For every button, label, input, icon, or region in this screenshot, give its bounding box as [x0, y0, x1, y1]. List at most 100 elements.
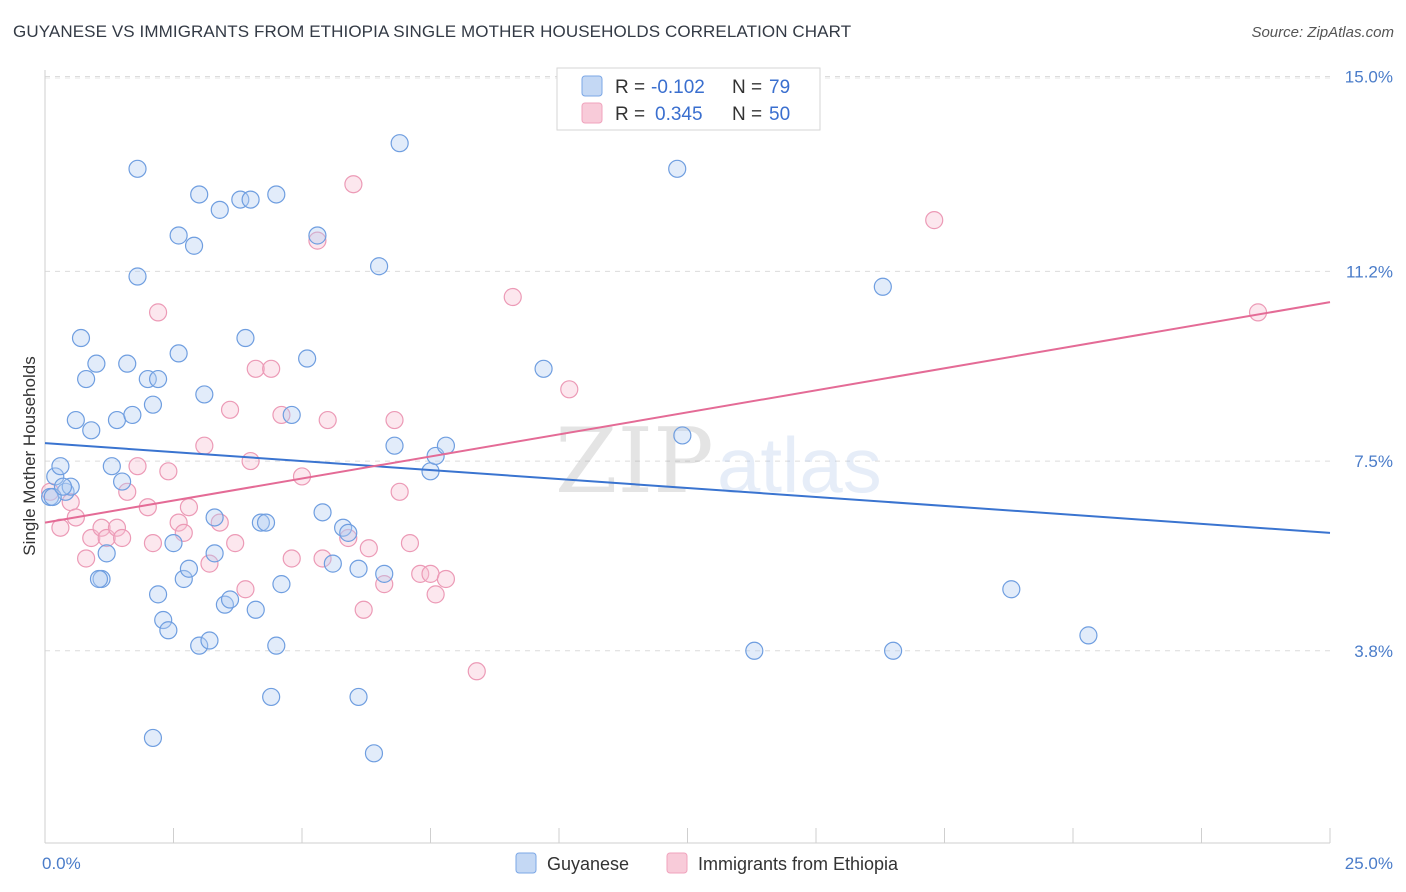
guyanese-point [883, 641, 903, 660]
guyanese-point [298, 349, 317, 368]
guyanese-point [169, 226, 188, 245]
ethiopia-point [112, 528, 132, 548]
guyanese-point [1002, 580, 1021, 599]
guyanese-point [112, 472, 132, 491]
ethiopia-point [272, 405, 291, 425]
guyanese-point [51, 457, 70, 476]
tick-labels: 3.8% 7.5% 11.2% 15.0% 0.0% 25.0% [42, 68, 1393, 873]
ethiopia-point [503, 287, 522, 307]
ethiopia-point [411, 564, 430, 583]
guyanese-point [272, 575, 291, 594]
ethiopia-point [426, 585, 445, 604]
guyanese-point [673, 426, 692, 445]
legend-r-value: 0.345 [655, 104, 703, 125]
ethiopia-point [236, 580, 255, 599]
trend-line-ethiopia [44, 301, 1331, 524]
ethiopia-point [118, 482, 137, 501]
ethiopia-point [467, 662, 486, 681]
ethiopia-point [262, 359, 281, 378]
guyanese-point [205, 508, 224, 527]
legend-n-label: N = [732, 104, 762, 125]
guyanese-point [215, 595, 234, 614]
ethiopia-point [92, 518, 111, 537]
ethiopia-point [354, 600, 373, 619]
guyanese-point [123, 405, 142, 425]
guyanese-point [89, 569, 109, 589]
series-guyanese-points [41, 134, 1098, 763]
ethiopia-point [308, 231, 327, 250]
legend-r-label: R = [615, 104, 645, 125]
guyanese-point [375, 564, 394, 583]
ethiopia-point [195, 436, 214, 455]
guyanese-point [390, 134, 409, 153]
ethiopia-point [1248, 303, 1268, 322]
guyanese-point [236, 328, 255, 348]
legend-bottom: Guyanese Immigrants from Ethiopia [515, 852, 899, 874]
guyanese-point [87, 354, 106, 373]
ethiopia-point [282, 549, 301, 568]
guyanese-point [220, 590, 240, 609]
guyanese-point [668, 159, 687, 178]
guyanese-point [148, 585, 168, 604]
ethiopia-point [143, 534, 163, 553]
ethiopia-point [339, 528, 358, 548]
legend-n-value: 79 [769, 77, 790, 98]
guyanese-point [1079, 626, 1098, 645]
guyanese-point [159, 621, 178, 640]
guyanese-point [128, 267, 147, 286]
guyanese-point [745, 641, 764, 660]
legend-r-label: R = [615, 77, 645, 98]
guyanese-point [210, 200, 229, 219]
guyanese-point [334, 518, 353, 537]
guyanese-point [66, 410, 85, 430]
chart-title: GUYANESE VS IMMIGRANTS FROM ETHIOPIA SIN… [13, 22, 852, 41]
guyanese-point [190, 636, 209, 655]
guyanese-point [174, 569, 193, 589]
ethiopia-point [560, 380, 579, 399]
guyanese-point [323, 554, 342, 573]
guyanese-point [71, 328, 91, 348]
y-tick-label: 3.8% [1354, 642, 1393, 661]
trend-lines [44, 301, 1331, 534]
ethiopia-point [148, 303, 168, 322]
guyanese-point [148, 369, 168, 389]
guyanese-point [246, 600, 265, 619]
guyanese-point [128, 159, 147, 178]
watermark: ZIP atlas [555, 409, 882, 514]
ethiopia-point [128, 457, 147, 476]
ethiopia-point [390, 482, 409, 501]
guyanese-point [46, 467, 65, 486]
guyanese-point [256, 513, 276, 532]
source-label: Source: ZipAtlas.com [1251, 24, 1394, 41]
legend-bottom-swatch-ethiopia [666, 852, 688, 874]
guyanese-point [97, 544, 116, 563]
watermark-atlas: atlas [717, 421, 882, 509]
guyanese-point [200, 631, 219, 650]
guyanese-point [195, 385, 214, 404]
ethiopia-point [226, 534, 245, 553]
guyanese-point [164, 534, 183, 553]
legend-r-value: -0.102 [651, 77, 705, 98]
guyanese-point [154, 610, 173, 630]
ethiopia-point [925, 211, 944, 230]
y-tick-label: 7.5% [1354, 452, 1393, 471]
guyanese-point [364, 744, 384, 763]
guyanese-point [262, 687, 281, 707]
guyanese-point [241, 190, 260, 209]
guyanese-point [184, 236, 204, 255]
ethiopia-point [344, 175, 363, 194]
legend-bottom-swatch-guyanese [515, 852, 537, 874]
grid-lines [45, 76, 1330, 652]
guyanese-point [282, 405, 301, 425]
guyanese-point [77, 369, 96, 389]
guyanese-point [267, 185, 286, 204]
ethiopia-point [318, 410, 337, 430]
guyanese-point [308, 226, 327, 245]
guyanese-point [102, 457, 121, 476]
ethiopia-point [210, 513, 229, 532]
guyanese-point [370, 257, 389, 276]
ethiopia-point [246, 359, 265, 378]
guyanese-point [143, 395, 163, 414]
guyanese-point [385, 436, 404, 455]
guyanese-point [267, 636, 286, 655]
